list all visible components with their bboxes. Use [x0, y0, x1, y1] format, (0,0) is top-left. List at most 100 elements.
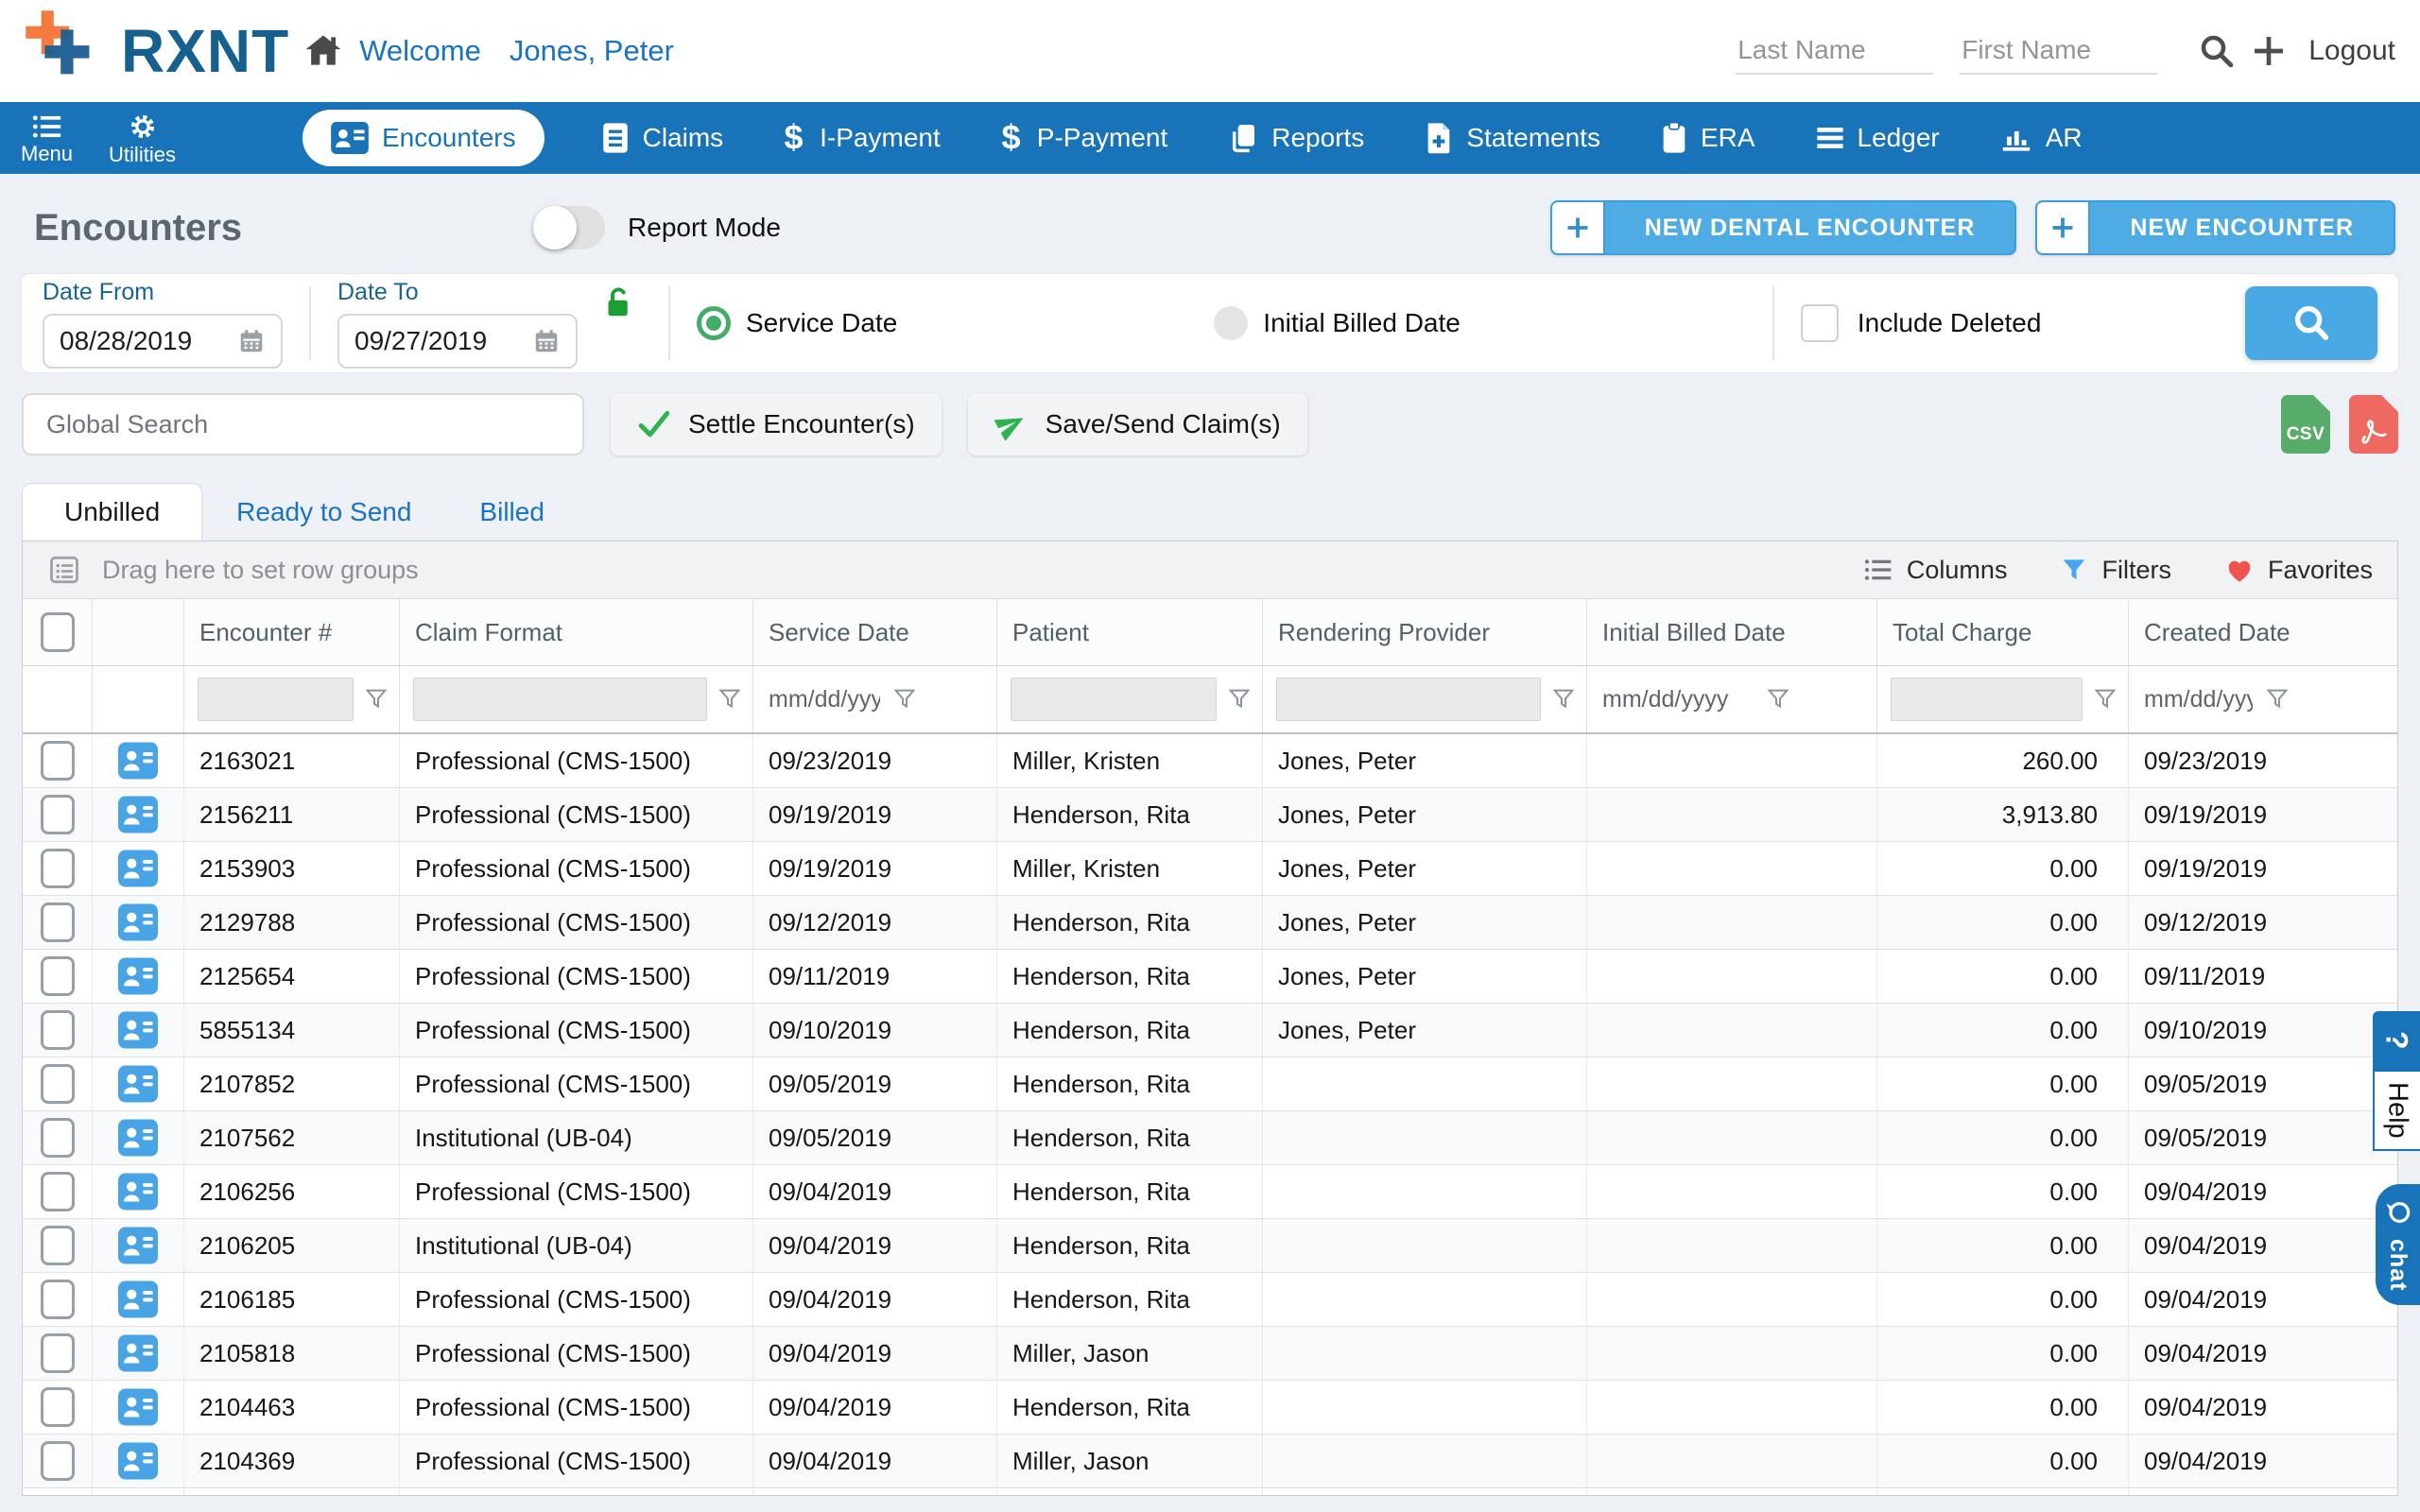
funnel-outline-icon[interactable]	[1226, 686, 1253, 713]
contact-card-icon[interactable]	[118, 1388, 158, 1426]
home-icon[interactable]	[302, 30, 344, 72]
funnel-outline-icon[interactable]	[891, 686, 918, 713]
export-pdf-icon[interactable]	[2349, 395, 2398, 454]
table-row[interactable]: 2153903 Professional (CMS-1500) 09/19/20…	[23, 842, 2397, 896]
col-header-encounter[interactable]: Encounter #	[183, 599, 399, 665]
nav-item-p-payment[interactable]: $ P-Payment	[1001, 121, 1168, 155]
contact-card-icon[interactable]	[118, 1442, 158, 1480]
row-checkbox[interactable]	[41, 1441, 75, 1481]
contact-card-icon[interactable]	[118, 742, 158, 780]
unlock-icon[interactable]	[602, 285, 634, 324]
col-header-service-date[interactable]: Service Date	[752, 599, 996, 665]
initial-billed-date-radio[interactable]: Initial Billed Date	[1214, 306, 1461, 340]
table-row[interactable]: 2156211 Professional (CMS-1500) 09/19/20…	[23, 788, 2397, 842]
nav-item-claims[interactable]: Claims	[601, 122, 724, 154]
export-csv-icon[interactable]: CSV	[2281, 395, 2330, 454]
col-header-initial-billed-date[interactable]: Initial Billed Date	[1586, 599, 1876, 665]
patient-filter-input[interactable]	[1011, 678, 1217, 721]
nav-item-encounters[interactable]: Encounters	[302, 110, 544, 166]
first-name-input[interactable]	[1960, 27, 2157, 75]
table-row[interactable]: 5855134 Professional (CMS-1500) 09/10/20…	[23, 1004, 2397, 1057]
help-question-icon[interactable]: ?	[2373, 1011, 2420, 1070]
new-dental-encounter-button[interactable]: NEW DENTAL ENCOUNTER	[1550, 200, 2017, 255]
col-header-claim-format[interactable]: Claim Format	[399, 599, 752, 665]
contact-card-icon[interactable]	[118, 957, 158, 995]
add-patient-icon[interactable]	[2250, 32, 2288, 70]
table-row[interactable]: 2106185 Professional (CMS-1500) 09/04/20…	[23, 1273, 2397, 1327]
funnel-outline-icon[interactable]	[717, 686, 743, 713]
nav-item-era[interactable]: ERA	[1661, 122, 1755, 154]
nav-utilities-button[interactable]: Utilities	[109, 112, 176, 165]
new-encounter-button[interactable]: NEW ENCOUNTER	[2035, 200, 2395, 255]
contact-card-icon[interactable]	[118, 1119, 158, 1157]
calendar-icon[interactable]	[237, 327, 266, 355]
service-date-radio[interactable]: Service Date	[697, 306, 897, 340]
date-to-input[interactable]: 09/27/2019	[337, 314, 578, 369]
funnel-outline-icon[interactable]	[1550, 686, 1577, 713]
row-checkbox[interactable]	[41, 795, 75, 834]
contact-card-icon[interactable]	[118, 1227, 158, 1264]
row-checkbox[interactable]	[41, 1280, 75, 1319]
contact-card-icon[interactable]	[118, 1334, 158, 1372]
logout-button[interactable]: Logout	[2308, 35, 2395, 67]
table-row[interactable]: 2104463 Professional (CMS-1500) 09/04/20…	[23, 1381, 2397, 1435]
contact-card-icon[interactable]	[118, 796, 158, 833]
row-checkbox[interactable]	[41, 1118, 75, 1158]
row-checkbox[interactable]	[41, 1333, 75, 1373]
service-date-filter-input[interactable]	[767, 679, 882, 720]
last-name-input[interactable]	[1736, 27, 1933, 75]
row-checkbox[interactable]	[41, 741, 75, 781]
settle-encounters-button[interactable]: Settle Encounter(s)	[611, 393, 942, 455]
funnel-outline-icon[interactable]	[2264, 686, 2290, 713]
contact-card-icon[interactable]	[118, 1280, 158, 1318]
contact-card-icon[interactable]	[118, 850, 158, 887]
funnel-outline-icon[interactable]	[2092, 686, 2118, 713]
help-widget[interactable]: ? Help	[2373, 1011, 2420, 1151]
row-checkbox[interactable]	[41, 902, 75, 942]
row-checkbox[interactable]	[41, 1226, 75, 1265]
columns-button[interactable]: Columns	[1863, 556, 2008, 585]
nav-item-ledger[interactable]: Ledger	[1816, 123, 1940, 153]
rendering-provider-filter-input[interactable]	[1276, 678, 1541, 721]
total-charge-filter-input[interactable]	[1891, 678, 2083, 721]
col-header-patient[interactable]: Patient	[996, 599, 1262, 665]
row-checkbox[interactable]	[41, 956, 75, 996]
created-date-filter-input[interactable]	[2142, 679, 2255, 720]
row-checkbox[interactable]	[41, 1495, 75, 1496]
col-header-total-charge[interactable]: Total Charge	[1876, 599, 2128, 665]
funnel-outline-icon[interactable]	[1765, 686, 1791, 713]
nav-item-statements[interactable]: Statements	[1425, 122, 1600, 154]
row-checkbox[interactable]	[41, 1387, 75, 1427]
table-row[interactable]: 2163021 Professional (CMS-1500) 09/23/20…	[23, 734, 2397, 788]
table-row-partial[interactable]	[23, 1488, 2397, 1496]
col-header-rendering-provider[interactable]: Rendering Provider	[1262, 599, 1586, 665]
nav-menu-button[interactable]: Menu	[21, 112, 73, 164]
search-submit-button[interactable]	[2245, 286, 2377, 360]
select-all-checkbox[interactable]	[41, 612, 75, 652]
tab-unbilled[interactable]: Unbilled	[22, 483, 202, 541]
encounter-filter-input[interactable]	[198, 678, 354, 721]
table-row[interactable]: 2125654 Professional (CMS-1500) 09/11/20…	[23, 950, 2397, 1004]
contact-card-icon[interactable]	[118, 903, 158, 941]
favorites-button[interactable]: Favorites	[2224, 556, 2373, 585]
table-row[interactable]: 2106205 Institutional (UB-04) 09/04/2019…	[23, 1219, 2397, 1273]
table-row[interactable]: 2107562 Institutional (UB-04) 09/05/2019…	[23, 1111, 2397, 1165]
save-send-claims-button[interactable]: Save/Send Claim(s)	[968, 393, 1307, 455]
include-deleted-checkbox-row[interactable]: Include Deleted	[1801, 304, 2042, 342]
current-user-link[interactable]: Jones, Peter	[510, 34, 674, 68]
table-row[interactable]: 2107852 Professional (CMS-1500) 09/05/20…	[23, 1057, 2397, 1111]
date-from-input[interactable]: 08/28/2019	[43, 314, 283, 369]
contact-card-icon[interactable]	[118, 1011, 158, 1049]
global-search-input[interactable]	[22, 393, 584, 455]
initial-billed-date-filter-input[interactable]	[1600, 679, 1755, 720]
contact-card-icon[interactable]	[118, 1065, 158, 1103]
nav-item-i-payment[interactable]: $ I-Payment	[784, 121, 941, 155]
row-checkbox[interactable]	[41, 1064, 75, 1104]
tab-billed[interactable]: Billed	[445, 484, 578, 541]
claim-format-filter-input[interactable]	[413, 678, 707, 721]
include-deleted-checkbox[interactable]	[1801, 304, 1839, 342]
funnel-outline-icon[interactable]	[363, 686, 389, 713]
search-icon[interactable]	[2197, 31, 2237, 71]
contact-card-icon[interactable]	[118, 1173, 158, 1211]
tab-ready-to-send[interactable]: Ready to Send	[202, 484, 445, 541]
